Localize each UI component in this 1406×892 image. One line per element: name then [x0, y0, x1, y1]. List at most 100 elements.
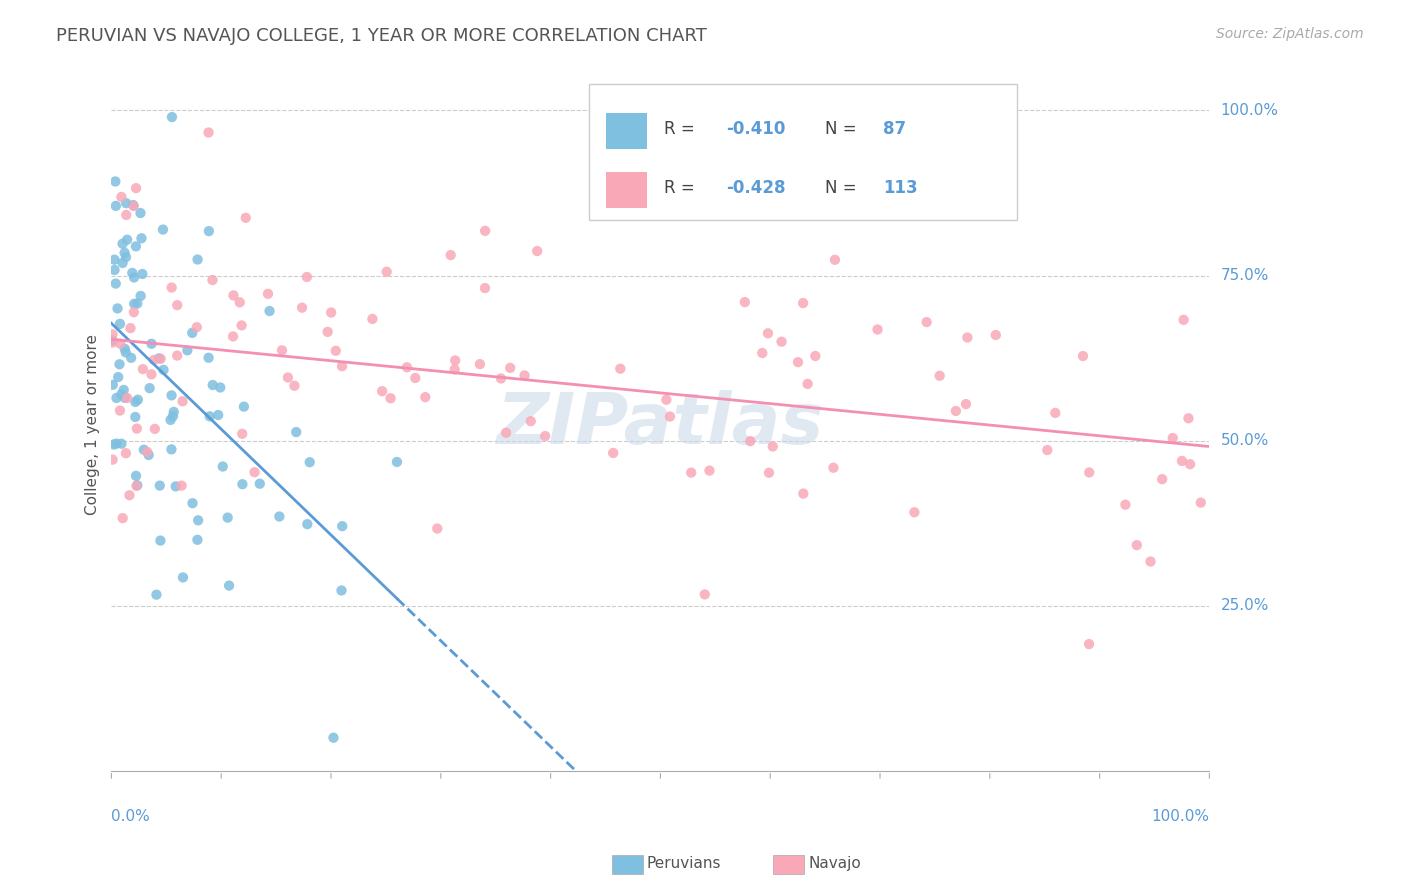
Y-axis label: College, 1 year or more: College, 1 year or more — [86, 334, 100, 515]
Point — [103, 263, 125, 277]
Point — [218, 579, 240, 593]
Point — [534, 429, 557, 443]
Point — [231, 426, 253, 441]
Point — [176, 343, 198, 358]
Point — [295, 269, 318, 284]
Point — [659, 409, 682, 424]
Point — [127, 478, 149, 492]
Point — [1126, 538, 1149, 552]
Text: Navajo: Navajo — [808, 856, 862, 871]
Point — [159, 413, 181, 427]
Point — [132, 442, 155, 457]
Point — [330, 359, 353, 374]
Point — [114, 245, 136, 260]
Point — [115, 446, 138, 460]
Text: -0.410: -0.410 — [727, 120, 786, 138]
Point — [526, 244, 548, 258]
Point — [115, 196, 138, 211]
Point — [1139, 555, 1161, 569]
Point — [187, 513, 209, 527]
Point — [792, 486, 814, 500]
Point — [166, 349, 188, 363]
Point — [609, 361, 631, 376]
Point — [152, 363, 174, 377]
Point — [762, 440, 785, 454]
Point — [945, 404, 967, 418]
Text: 0.0%: 0.0% — [111, 809, 150, 824]
Point — [489, 371, 512, 385]
Point — [298, 455, 321, 469]
Point — [235, 211, 257, 225]
Text: R =: R = — [664, 120, 700, 138]
Point — [101, 452, 124, 467]
Point — [371, 384, 394, 399]
Point — [915, 315, 938, 329]
Point — [824, 252, 846, 267]
Point — [1114, 498, 1136, 512]
Point — [141, 336, 163, 351]
FancyBboxPatch shape — [589, 85, 1018, 219]
Point — [222, 288, 245, 302]
Point — [734, 295, 756, 310]
Text: N =: N = — [825, 179, 862, 197]
Text: R =: R = — [664, 179, 700, 197]
Point — [129, 289, 152, 303]
Point — [121, 266, 143, 280]
Point — [181, 496, 204, 510]
Point — [160, 388, 183, 402]
Point — [928, 368, 950, 383]
Point — [1078, 466, 1101, 480]
Point — [693, 587, 716, 601]
Point — [160, 442, 183, 457]
Point — [120, 321, 142, 335]
Point — [259, 304, 281, 318]
Point — [152, 222, 174, 236]
Point — [125, 239, 148, 253]
Point — [186, 533, 208, 547]
Point — [187, 252, 209, 267]
Point — [101, 327, 124, 342]
Point — [443, 362, 465, 376]
Point — [866, 322, 889, 336]
Point — [197, 126, 219, 140]
Point — [162, 409, 184, 424]
Point — [112, 383, 135, 397]
Point — [758, 466, 780, 480]
Text: PERUVIAN VS NAVAJO COLLEGE, 1 YEAR OR MORE CORRELATION CHART: PERUVIAN VS NAVAJO COLLEGE, 1 YEAR OR MO… — [56, 27, 707, 45]
Point — [115, 208, 138, 222]
Point — [277, 370, 299, 384]
Point — [495, 425, 517, 440]
Bar — [606, 112, 647, 149]
Point — [111, 236, 134, 251]
Point — [120, 351, 142, 365]
Point — [125, 479, 148, 493]
Point — [1178, 457, 1201, 471]
Point — [197, 351, 219, 365]
Point — [114, 342, 136, 356]
Point — [291, 301, 314, 315]
Point — [1036, 443, 1059, 458]
Point — [269, 509, 291, 524]
Point — [149, 478, 172, 492]
Point — [143, 422, 166, 436]
Point — [1152, 472, 1174, 486]
Point — [201, 273, 224, 287]
Point — [444, 353, 467, 368]
Point — [115, 250, 138, 264]
Point — [198, 224, 221, 238]
Bar — [606, 172, 647, 208]
Point — [111, 511, 134, 525]
Point — [145, 588, 167, 602]
Point — [699, 464, 721, 478]
Point — [229, 295, 252, 310]
Point — [122, 297, 145, 311]
Point — [170, 478, 193, 492]
Text: 75.0%: 75.0% — [1220, 268, 1268, 283]
Point — [385, 455, 408, 469]
Point — [172, 570, 194, 584]
Point — [110, 336, 132, 351]
Point — [217, 510, 239, 524]
Point — [129, 206, 152, 220]
Point — [474, 281, 496, 295]
Point — [141, 368, 163, 382]
